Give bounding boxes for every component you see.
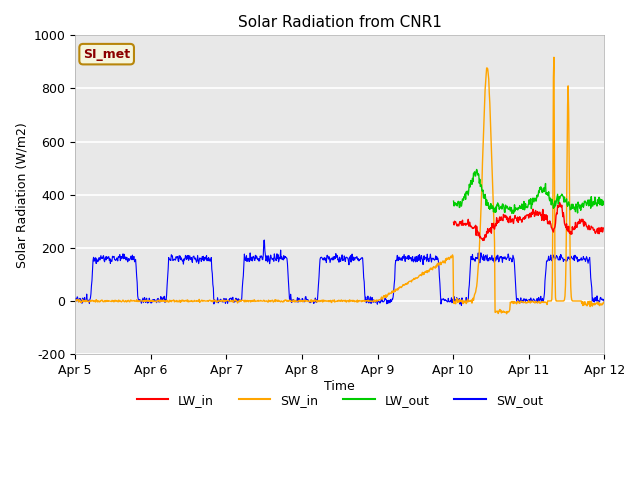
LW_out <box>589 199 597 204</box>
Line: SW_in: SW_in <box>75 57 604 314</box>
SW_in <box>588 303 596 309</box>
Line: SW_out: SW_out <box>75 240 604 305</box>
SW_in <box>591 301 598 307</box>
SW_out <box>260 237 268 243</box>
Y-axis label: Solar Radiation (W/m2): Solar Radiation (W/m2) <box>15 122 28 268</box>
Line: LW_out: LW_out <box>454 169 604 213</box>
LW_in <box>588 223 595 229</box>
SW_in <box>550 54 558 60</box>
SW_in <box>311 297 319 303</box>
LW_in <box>589 227 597 233</box>
SW_out <box>588 298 596 304</box>
SW_out <box>255 258 262 264</box>
SW_out <box>312 295 319 301</box>
SW_out <box>600 300 608 305</box>
Legend: LW_in, SW_in, LW_out, SW_out: LW_in, SW_in, LW_out, SW_out <box>132 389 548 412</box>
SW_out <box>458 302 465 308</box>
Line: LW_in: LW_in <box>454 203 604 240</box>
SW_out <box>115 255 123 261</box>
SW_out <box>71 299 79 304</box>
SW_out <box>591 299 598 305</box>
LW_out <box>600 202 608 207</box>
SW_in <box>351 298 359 304</box>
LW_out <box>588 194 595 200</box>
SW_out <box>352 255 360 261</box>
SW_in <box>600 300 608 306</box>
X-axis label: Time: Time <box>324 380 355 393</box>
SW_in <box>115 297 123 303</box>
Text: SI_met: SI_met <box>83 48 130 60</box>
Title: Solar Radiation from CNR1: Solar Radiation from CNR1 <box>238 15 442 30</box>
LW_in <box>600 225 608 231</box>
SW_in <box>255 298 262 303</box>
SW_in <box>71 297 79 303</box>
SW_in <box>503 311 511 317</box>
